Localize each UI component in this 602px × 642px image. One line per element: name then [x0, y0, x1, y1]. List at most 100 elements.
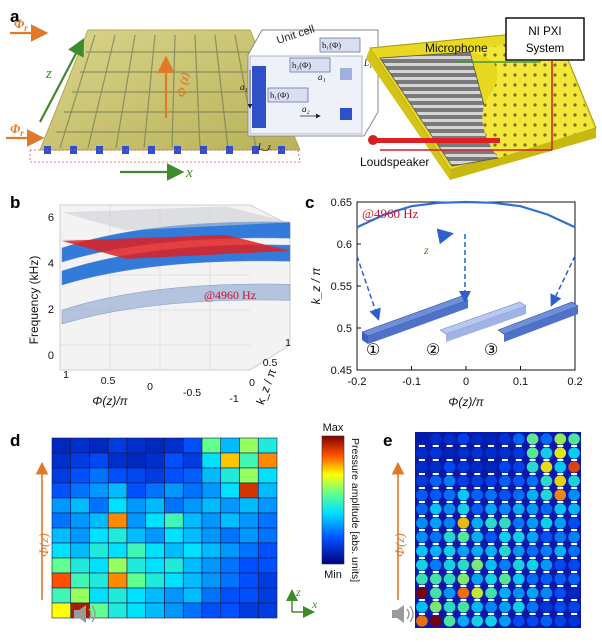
heatmap-cell	[257, 512, 278, 529]
z-axis-arrow	[39, 38, 85, 123]
heatmap-cell	[239, 467, 259, 484]
heatmap-cell	[145, 437, 165, 454]
grid-marker	[543, 487, 550, 489]
panel-b-yticks: 00.51	[249, 337, 291, 389]
field-lobe	[512, 461, 525, 473]
field-lobe	[568, 503, 580, 515]
ni-pxi-line1: NI PXI	[528, 26, 561, 38]
panel-b-ylabel: k_z / π	[253, 367, 279, 407]
grid-marker	[446, 473, 453, 475]
ni-pxi-line2: System	[526, 43, 564, 55]
grid-marker	[543, 599, 550, 601]
field-lobe	[554, 503, 567, 515]
grid-marker	[501, 445, 508, 447]
heatmap-cell	[239, 602, 259, 619]
field-lobe	[499, 447, 511, 459]
field-lobe	[499, 531, 511, 543]
heatmap-cell	[164, 572, 184, 589]
grid-marker	[460, 585, 467, 587]
panel-label-d: d	[10, 431, 20, 450]
heatmap-cell	[257, 482, 278, 499]
field-lobe	[526, 545, 539, 557]
field-lobe	[568, 573, 580, 585]
grid-marker	[460, 445, 467, 447]
field-lobe	[457, 559, 470, 571]
field-lobe	[554, 545, 567, 557]
heatmap-cell	[145, 497, 165, 514]
grid-marker	[474, 557, 481, 559]
heatmap-cell	[89, 512, 109, 529]
heatmap-cell	[220, 452, 240, 469]
field-lobe	[540, 461, 553, 473]
grid-marker	[446, 613, 453, 615]
field-lobe	[499, 601, 511, 613]
field-lobe	[457, 517, 470, 529]
panel-c-ticks: -0.2 -0.1 0 0.1 0.2 0.45 0.5 0.55 0.6 0.65	[331, 197, 583, 388]
panel-c-title: @4960 Hz	[362, 206, 419, 221]
x-tick-label: -0.5	[183, 387, 201, 399]
heatmap-cell	[70, 482, 90, 499]
a1-label: a₁	[240, 82, 248, 92]
field-lobe	[554, 573, 567, 585]
heatmap-cell	[182, 467, 203, 484]
field-lobe	[526, 587, 539, 599]
band-surface-upper	[62, 206, 290, 231]
unit-cell-inset	[247, 29, 379, 137]
field-lobe	[540, 531, 553, 543]
field-lobe	[429, 503, 442, 515]
field-lobe	[499, 475, 511, 487]
heatmap-cell	[107, 557, 128, 574]
grid-marker	[501, 571, 508, 573]
field-lobe	[554, 489, 567, 501]
heatmap-cell	[164, 437, 184, 454]
heatmap-cell	[164, 557, 184, 574]
grid-marker	[571, 529, 578, 531]
grid-marker	[529, 571, 536, 573]
heatmap-cell	[220, 482, 240, 499]
heatmap-cell	[70, 587, 90, 604]
grid-marker	[460, 599, 467, 601]
heatmap-cell	[126, 467, 147, 484]
field-lobe	[540, 587, 553, 599]
heatmap-cell	[182, 527, 203, 544]
grid-marker	[571, 445, 578, 447]
field-lobe	[485, 573, 497, 585]
grid-marker	[488, 515, 495, 517]
grid-marker	[557, 529, 564, 531]
heatmap-cell	[239, 512, 259, 529]
grid-marker	[557, 501, 564, 503]
grid-marker	[432, 585, 439, 587]
field-lobe	[485, 601, 497, 613]
heatmap-cell	[89, 527, 109, 544]
grid-marker	[432, 501, 439, 503]
grid-marker	[460, 613, 467, 615]
heatmap-cell	[220, 497, 240, 514]
grid-marker	[543, 571, 550, 573]
field-lobe	[540, 475, 553, 487]
grid-marker	[529, 473, 536, 475]
grid-marker	[543, 515, 550, 517]
grid-marker	[460, 473, 467, 475]
y-tick-label: 0.5	[337, 323, 352, 335]
heatmap-cell	[89, 482, 109, 499]
field-lobe	[554, 475, 567, 487]
field-lobe	[485, 447, 497, 459]
panel-b-annotation: @4960 Hz	[204, 288, 256, 302]
heatmap-cell	[201, 467, 222, 484]
heatmap-cell	[89, 587, 109, 604]
grid-marker	[446, 445, 453, 447]
heatmap-cell	[182, 512, 203, 529]
heatmap-cell	[126, 542, 147, 559]
panel-label-e: e	[383, 431, 392, 450]
frequency-slice	[62, 234, 290, 259]
field-lobe	[429, 545, 442, 557]
field-lobe	[429, 517, 442, 529]
field-lobe	[457, 545, 470, 557]
field-lobe	[526, 517, 539, 529]
field-lobe	[554, 447, 567, 459]
field-lobe	[443, 433, 456, 445]
panel-b-xticks: 1 0.5 0 -0.5 -1	[63, 369, 239, 405]
heatmap-cell	[220, 557, 240, 574]
field-lobe	[485, 559, 497, 571]
grid-marker	[557, 543, 564, 545]
